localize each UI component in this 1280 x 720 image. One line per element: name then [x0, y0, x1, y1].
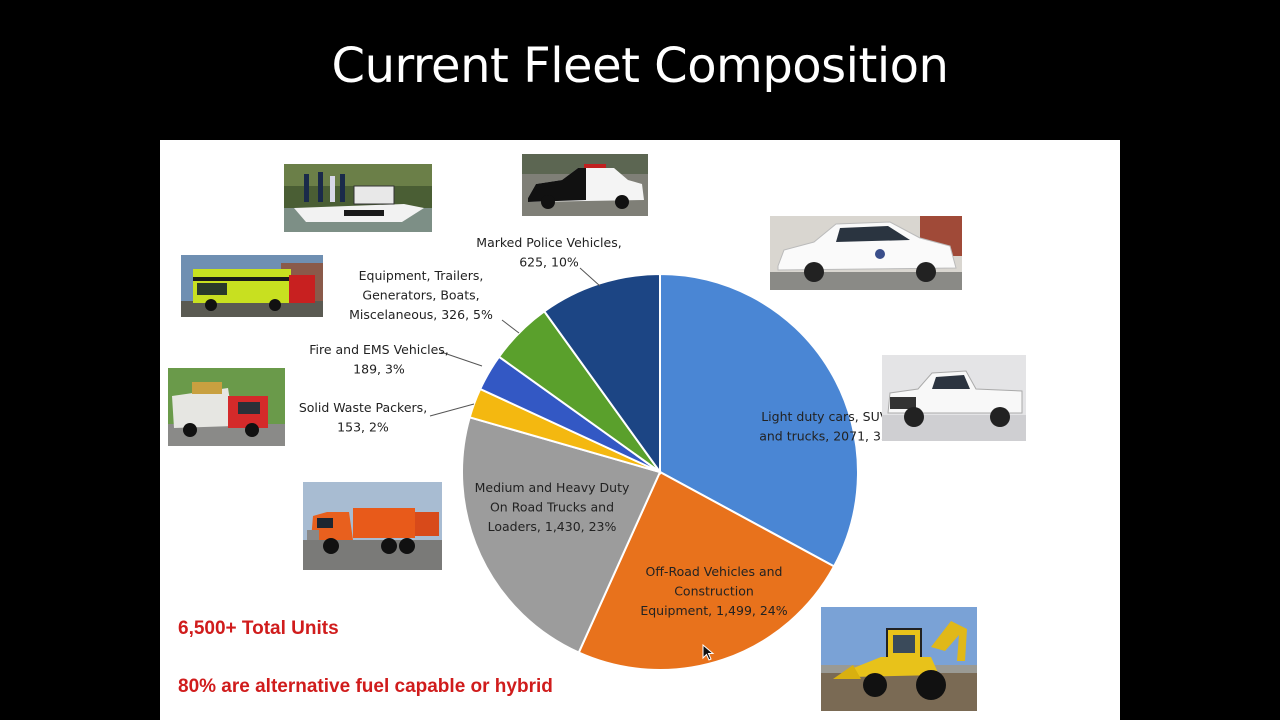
pickup-truck-photo — [882, 355, 1026, 441]
dump-truck-photo — [303, 482, 442, 570]
chart-panel: Light duty cars, SUVs, and trucks, 2071, … — [160, 140, 1120, 720]
garbage-truck-photo — [168, 368, 285, 446]
slice-label-0: Light duty cars, SUVs, and trucks, 2071, … — [759, 409, 901, 444]
leader-line-5 — [501, 319, 520, 334]
slide-title: Current Fleet Composition — [331, 38, 949, 94]
mouse-cursor-icon — [702, 644, 715, 661]
pie-slice-6 — [542, 272, 661, 476]
backhoe-photo — [821, 607, 977, 711]
pie-slice-2 — [461, 416, 662, 654]
slice-label-5: Equipment, Trailers, Generators, Boats, Mi… — [349, 268, 493, 322]
hybrid-car-photo — [770, 216, 962, 290]
total-units-note: 6,500+ Total Units — [178, 618, 339, 639]
leader-line-6 — [579, 267, 601, 287]
police-boat-photo — [284, 164, 432, 232]
leader-line-3 — [429, 403, 475, 417]
fleet-pie-chart: Light duty cars, SUVs, and trucks, 2071, … — [299, 235, 901, 671]
slice-label-3: Solid Waste Packers, 153, 2% — [299, 400, 427, 435]
slice-label-1: Off-Road Vehicles and Construction Equipme… — [640, 564, 787, 618]
slice-label-4: Fire and EMS Vehicles, 189, 3% — [309, 342, 449, 377]
pie-slice-0 — [659, 272, 859, 568]
pie-slice-1 — [577, 470, 836, 671]
fire-ems-photo — [181, 255, 323, 317]
slice-label-2: Medium and Heavy Duty On Road Trucks and L… — [475, 480, 630, 534]
alt-fuel-note: 80% are alternative fuel capable or hybr… — [178, 676, 553, 697]
slice-label-6: Marked Police Vehicles, 625, 10% — [476, 235, 621, 270]
leader-line-4 — [440, 351, 483, 367]
police-car-photo — [522, 154, 648, 216]
